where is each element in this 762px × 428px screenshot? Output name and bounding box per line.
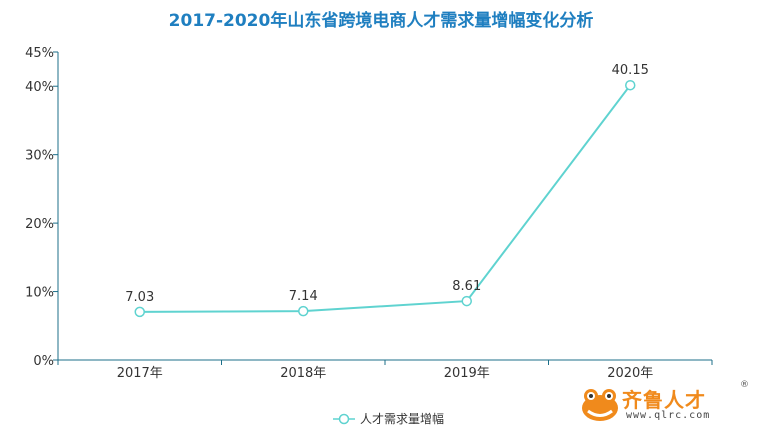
data-label: 7.03	[125, 290, 154, 305]
y-tick-label: 30%	[25, 149, 54, 164]
registered-mark: ®	[740, 380, 749, 390]
legend-label: 人才需求量增幅	[360, 411, 444, 426]
x-tick-label: 2019年	[444, 366, 490, 381]
data-point	[625, 79, 636, 91]
data-point	[461, 295, 472, 307]
data-point	[134, 306, 145, 318]
y-tick-label: 45%	[25, 46, 54, 61]
data-point	[298, 305, 309, 317]
x-tick-label: 2020年	[607, 366, 653, 381]
x-tick-label: 2018年	[280, 366, 326, 381]
data-label: 8.61	[452, 279, 481, 294]
chart-title: 2017-2020年山东省跨境电商人才需求量增幅变化分析	[168, 11, 594, 31]
frog-logo-icon	[582, 389, 618, 421]
watermark-url: www.qlrc.com	[626, 410, 711, 421]
x-tick-label: 2017年	[117, 366, 163, 381]
legend-marker-icon	[338, 413, 350, 425]
y-tick-label: 40%	[25, 80, 54, 95]
y-tick-label: 20%	[25, 217, 54, 232]
data-label: 40.15	[612, 63, 649, 78]
y-tick-label: 10%	[25, 286, 54, 301]
y-tick-label: 0%	[33, 354, 54, 369]
watermark-logo: 齐鲁人才 ® www.qlrc.com	[580, 380, 760, 426]
watermark-name: 齐鲁人才	[622, 388, 706, 412]
data-label: 7.14	[289, 289, 318, 304]
series-line	[139, 84, 632, 313]
